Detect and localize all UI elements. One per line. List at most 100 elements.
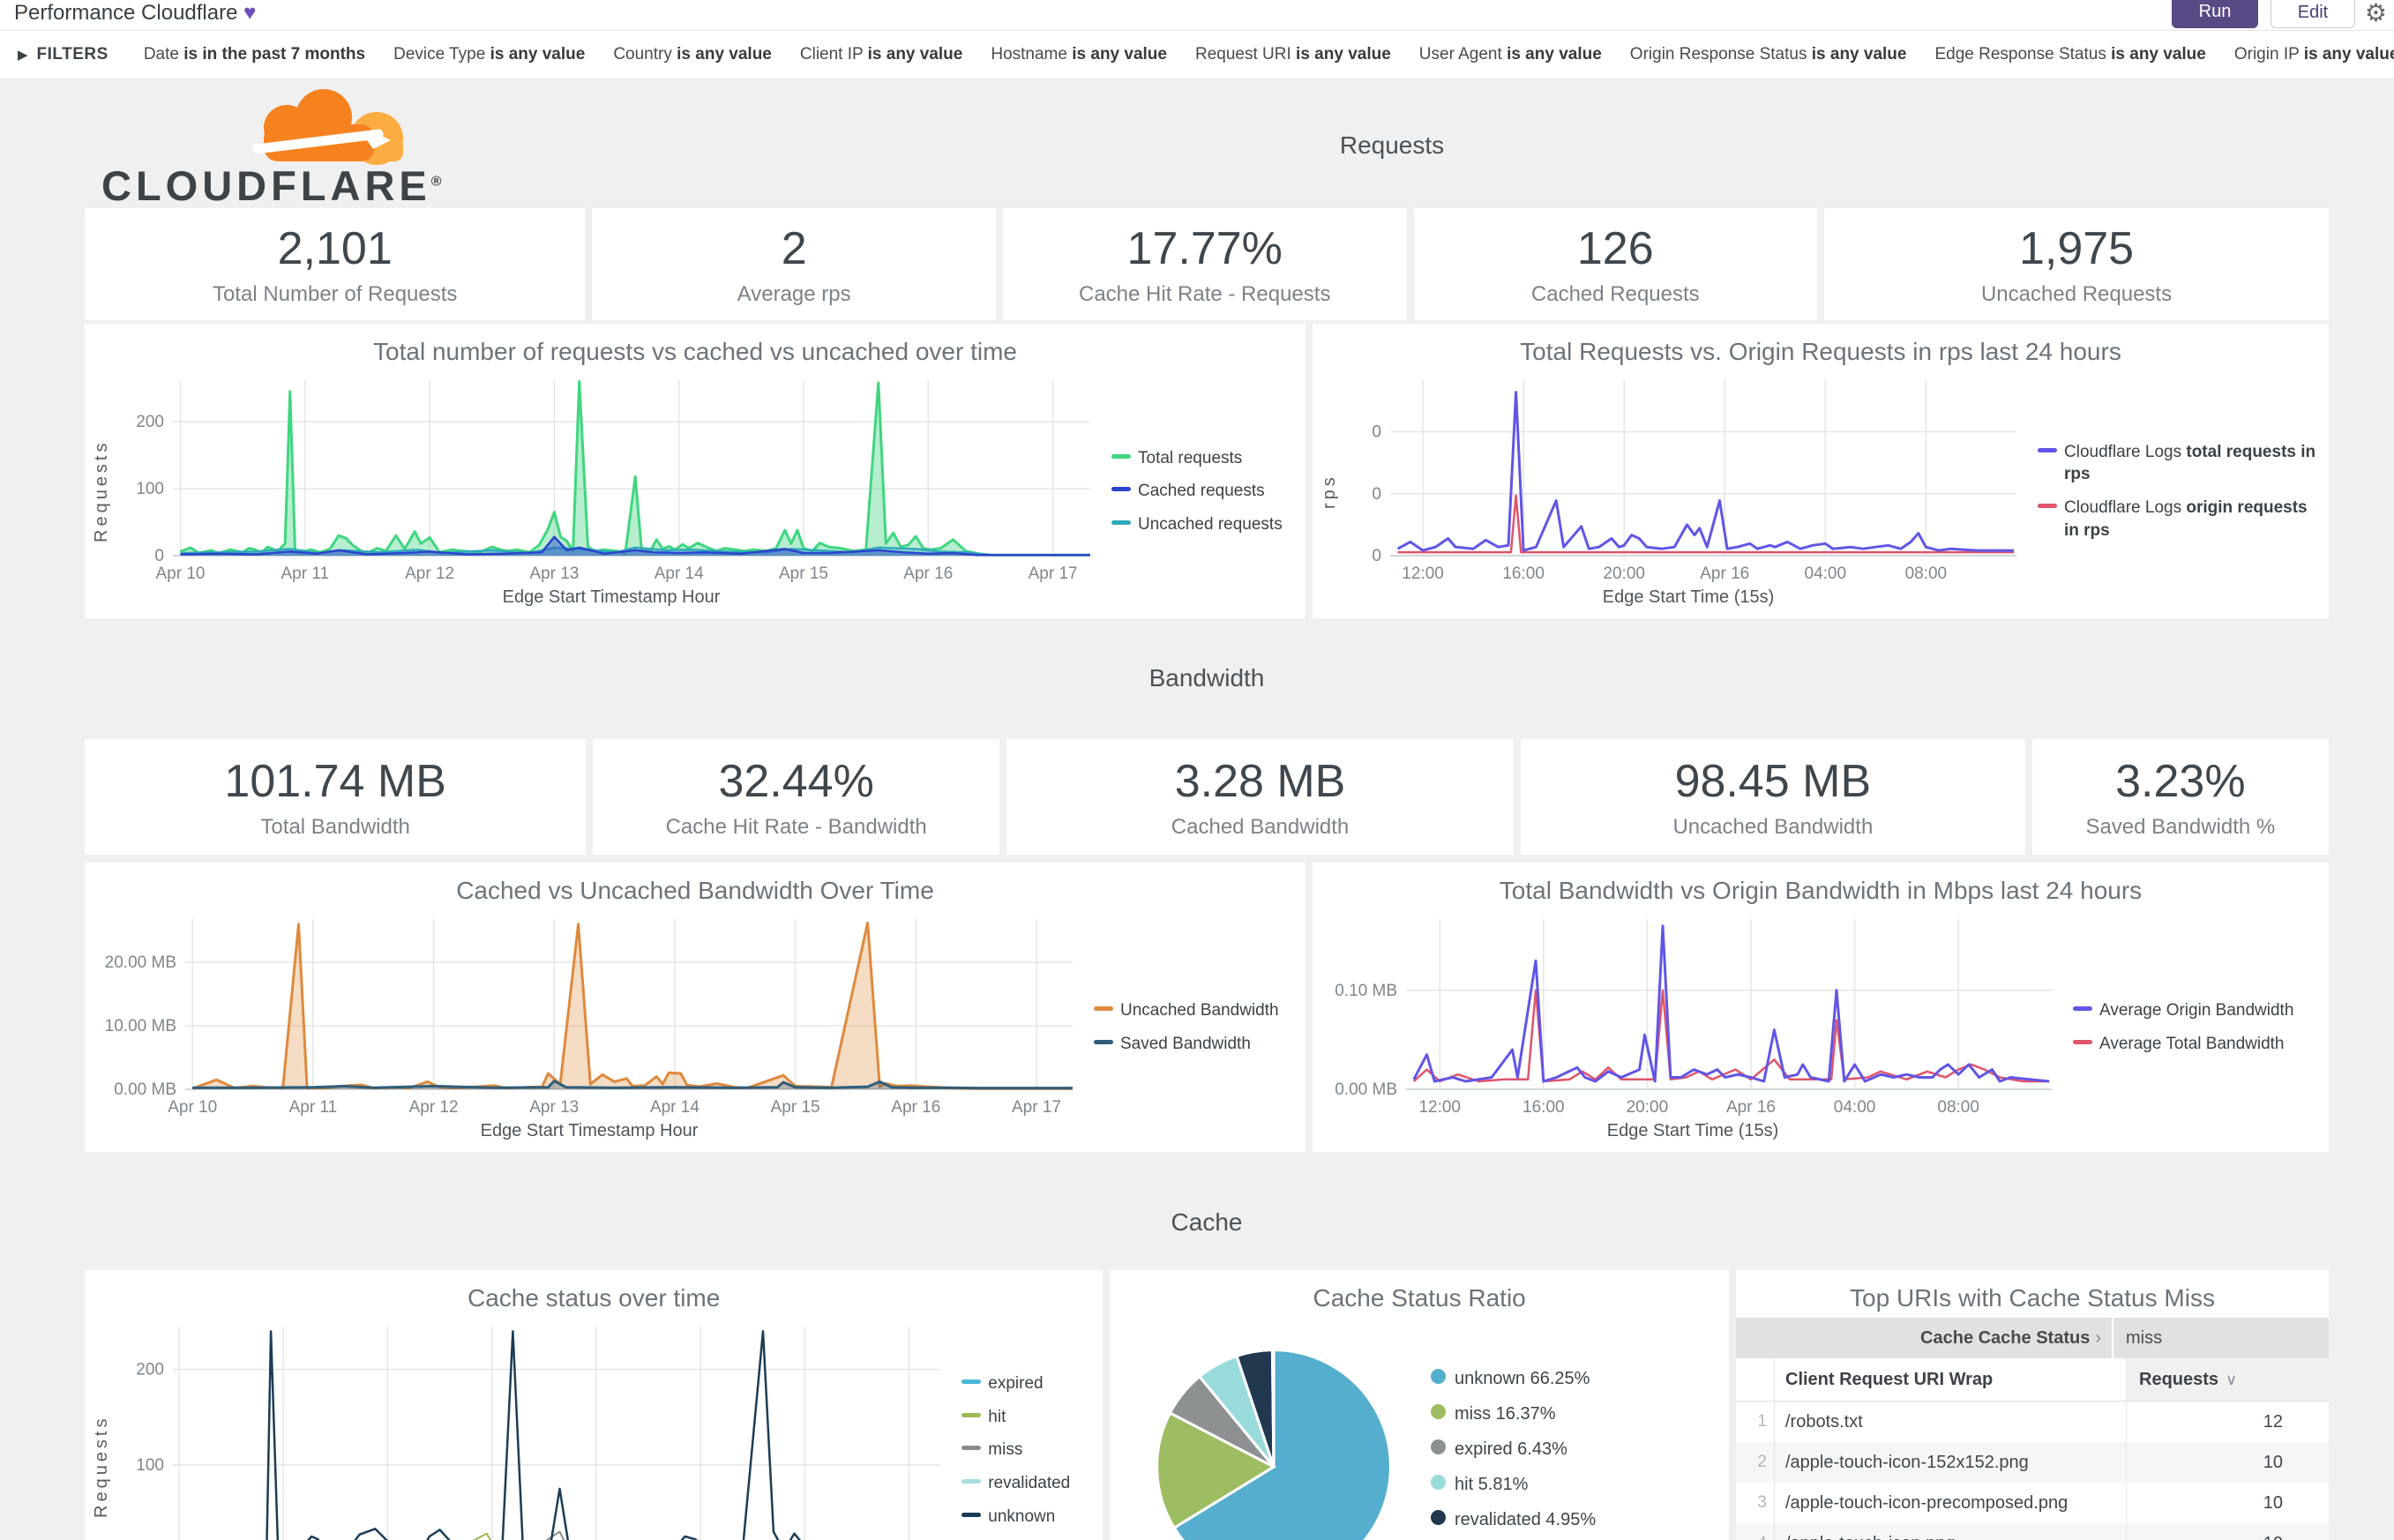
kpi-value: 101.74 MB <box>224 755 446 807</box>
legend-swatch <box>2073 1006 2092 1012</box>
filter-item[interactable]: Hostname is any value <box>991 45 1167 64</box>
kpi-label: Total Number of Requests <box>212 281 458 306</box>
kpi-value: 17.77% <box>1126 222 1283 274</box>
svg-text:04:00: 04:00 <box>1834 1098 1876 1117</box>
legend-item[interactable]: Total requests <box>1111 447 1298 470</box>
filter-item[interactable]: Country is any value <box>613 45 772 64</box>
filters-label[interactable]: FILTERS <box>36 45 108 64</box>
edit-button[interactable]: Edit <box>2271 0 2355 28</box>
cloudflare-wordmark: CLOUDFLARE® <box>101 162 442 209</box>
panel-bandwidth-over-time: Cached vs Uncached Bandwidth Over Time Ap… <box>85 863 1305 1152</box>
legend-item[interactable]: Average Origin Bandwidth <box>2073 999 2322 1022</box>
legend-item[interactable]: Uncached requests <box>1111 513 1298 536</box>
row-uri[interactable]: /apple-touch-icon-precomposed.png <box>1785 1492 2069 1513</box>
legend-item[interactable]: Cached requests <box>1111 480 1298 503</box>
filter-item[interactable]: Client IP is any value <box>799 45 963 64</box>
pie-legend-item[interactable]: expired 6.43% <box>1431 1438 1722 1462</box>
legend-label: Average Total Bandwidth <box>2099 1035 2285 1053</box>
row-uri[interactable]: /robots.txt <box>1785 1411 1863 1432</box>
table-index-header <box>1736 1358 1775 1401</box>
chart-plot-area[interactable]: 12:00 16:00 20:00 Apr 16 04:00 08:00 0 0 0 <box>1346 368 2031 586</box>
chart-title: Cache status over time <box>467 1284 721 1312</box>
filter-item[interactable]: Origin Response Status is any value <box>1629 45 1907 64</box>
filter-item[interactable]: Edge Response Status is any value <box>1934 45 2206 64</box>
legend-item[interactable]: Uncached Bandwidth <box>1094 999 1298 1022</box>
filter-item[interactable]: Origin IP is any value <box>2233 45 2394 64</box>
legend-label: Cloudflare Logs total requests in rps <box>2064 442 2316 484</box>
legend-swatch <box>961 1512 982 1517</box>
row-uri[interactable]: /apple-touch-icon-152x152.png <box>1785 1452 2029 1472</box>
legend-item[interactable]: Saved Bandwidth <box>1094 1033 1298 1056</box>
pie-legend-item[interactable]: revalidated 4.95% <box>1431 1508 1722 1532</box>
panel-top-uris-table: Top URIs with Cache Status Miss Cache Ca… <box>1736 1270 2329 1540</box>
svg-text:0.00 MB: 0.00 MB <box>114 1080 176 1099</box>
pie-legend: unknown 66.25% miss 16.37% expired 6.43% hi… <box>1431 1314 1722 1540</box>
svg-text:Apr 12: Apr 12 <box>405 564 454 583</box>
table-group-header: Cache Cache Status › miss <box>1736 1318 2329 1358</box>
legend-item[interactable]: Cloudflare Logs origin requests in rps <box>2038 497 2322 542</box>
legend-item[interactable]: miss <box>961 1439 1096 1462</box>
table-group-label[interactable]: Cache Cache Status › <box>1920 1327 2101 1348</box>
chart-legend: Uncached Bandwidth Saved Bandwidth <box>1087 907 1298 1148</box>
run-button[interactable]: Run <box>2172 0 2258 28</box>
legend-label: revalidated <box>988 1474 1071 1492</box>
dashboard-content: CLOUDFLARE® Requests 2,101 Total Number o… <box>0 80 2394 1540</box>
legend-label: Cloudflare Logs origin requests in rps <box>2064 498 2308 540</box>
legend-item[interactable]: hit <box>961 1406 1096 1429</box>
table-group-value: miss <box>2112 1318 2329 1358</box>
filter-item[interactable]: Device Type is any value <box>393 45 586 64</box>
row-uri[interactable]: /apple-touch-icon.png <box>1775 1534 2126 1540</box>
svg-text:0: 0 <box>154 547 164 565</box>
y-axis-title: Requests <box>92 1415 111 1519</box>
row-index: 3 <box>1736 1483 1775 1523</box>
pie-legend-dot <box>1431 1368 1446 1384</box>
sort-desc-icon: ∨ <box>2226 1370 2238 1388</box>
legend-label: hit <box>988 1407 1006 1426</box>
legend-item[interactable]: Cloudflare Logs total requests in rps <box>2038 441 2322 486</box>
kpi-value: 1,975 <box>2018 222 2135 274</box>
kpi-row-requests: 2,101 Total Number of Requests 2 Average rp… <box>85 208 2330 320</box>
legend-swatch <box>961 1446 982 1451</box>
registered-mark: ® <box>430 174 442 190</box>
kpi-tile: 101.74 MB Total Bandwidth <box>85 739 587 855</box>
charts-row-bandwidth: Cached vs Uncached Bandwidth Over Time Ap… <box>85 863 2329 1152</box>
legend-item[interactable]: revalidated <box>961 1472 1096 1495</box>
pie-legend-item[interactable]: miss 16.37% <box>1431 1402 1722 1426</box>
table-col-requests[interactable]: Requests ∨ <box>2126 1358 2329 1401</box>
legend-item[interactable]: unknown <box>961 1506 1096 1529</box>
y-axis-title: rps <box>1320 474 1339 509</box>
filters-expand-caret-icon[interactable]: ▶ <box>18 48 28 63</box>
chart-title: Cached vs Uncached Bandwidth Over Time <box>456 877 934 904</box>
table-col-uri[interactable]: Client Request URI Wrap <box>1785 1369 1994 1389</box>
legend-swatch <box>2038 447 2057 452</box>
legend-item[interactable]: Average Total Bandwidth <box>2073 1033 2322 1056</box>
filter-item[interactable]: Request URI is any value <box>1194 45 1391 64</box>
chart-legend: expiredhitmissrevalidatedunknownupdating <box>954 1314 1096 1540</box>
table-row: 3/apple-touch-icon-precomposed.png 10 <box>1736 1483 2329 1523</box>
svg-text:100: 100 <box>136 480 164 498</box>
legend-item[interactable]: expired <box>961 1372 1096 1395</box>
legend-label: Uncached requests <box>1138 514 1283 534</box>
pie-legend-item[interactable]: unknown 66.25% <box>1431 1367 1722 1391</box>
filter-item[interactable]: User Agent is any value <box>1418 45 1602 64</box>
panel-cache-status-over-time: Cache status over time Requests Apr 10Apr … <box>85 1270 1103 1540</box>
svg-text:Apr 16: Apr 16 <box>903 564 953 583</box>
kpi-tile: 1,975 Uncached Requests <box>1824 208 2330 320</box>
kpi-value: 2,101 <box>277 222 393 274</box>
panel-requests-over-time: Total number of requests vs cached vs un… <box>85 324 1305 618</box>
filter-item[interactable]: Date is in the past 7 months <box>143 45 366 64</box>
chart-plot-area[interactable]: 12:00 16:00 20:00 Apr 16 04:00 08:00 0.00 MB 0.… <box>1320 907 2066 1119</box>
cache-status-pie-chart[interactable] <box>1117 1314 1431 1540</box>
svg-text:08:00: 08:00 <box>1905 564 1948 583</box>
svg-text:20:00: 20:00 <box>1603 564 1645 583</box>
pie-legend-item[interactable]: hit 5.81% <box>1431 1473 1722 1497</box>
legend-swatch <box>961 1379 982 1385</box>
gear-icon[interactable]: ⚙ <box>2364 0 2387 26</box>
row-index: 1 <box>1736 1402 1775 1442</box>
x-axis-title: Edge Start Time (15s) <box>1606 1121 1779 1140</box>
kpi-value: 2 <box>781 222 807 274</box>
cloudflare-cloud-icon <box>251 89 403 165</box>
